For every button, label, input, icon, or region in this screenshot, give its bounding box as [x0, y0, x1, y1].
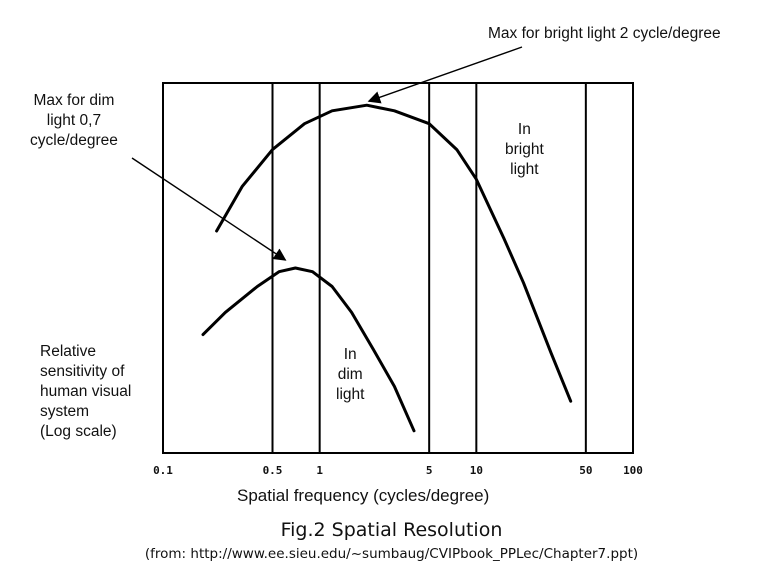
series-curve-bright [215, 103, 573, 403]
x-tick-label-0.5: 0.5 [263, 464, 283, 477]
series-label-dim: In dim light [336, 346, 365, 403]
y-axis-label: Relative sensitivity of human visual sys… [40, 343, 132, 440]
figure-source: (from: http://www.ee.sieu.edu/~sumbaug/C… [144, 546, 639, 562]
plot-frame [162, 82, 634, 454]
x-tick-label-0.1: 0.1 [153, 464, 173, 477]
x-tick-label-10: 10 [470, 464, 483, 477]
figure-caption: Fig.2 Spatial Resolution [280, 519, 503, 541]
x-tick-label-5: 5 [426, 464, 433, 477]
annotation-dim-max: Max for dim light 0,7 cycle/degree [30, 92, 118, 149]
series-curve-dim [201, 266, 416, 433]
x-tick-label-1: 1 [316, 464, 323, 477]
series-label-bright: In bright light [505, 121, 544, 178]
x-tick-label-50: 50 [579, 464, 592, 477]
annotation-bright-max: Max for bright light 2 cycle/degree [488, 25, 721, 42]
x-tick-label-100: 100 [623, 464, 643, 477]
x-axis-label: Spatial frequency (cycles/degree) [237, 486, 490, 505]
annotation-arrow-dim [131, 157, 287, 261]
annotation-arrow-bright [367, 46, 523, 104]
